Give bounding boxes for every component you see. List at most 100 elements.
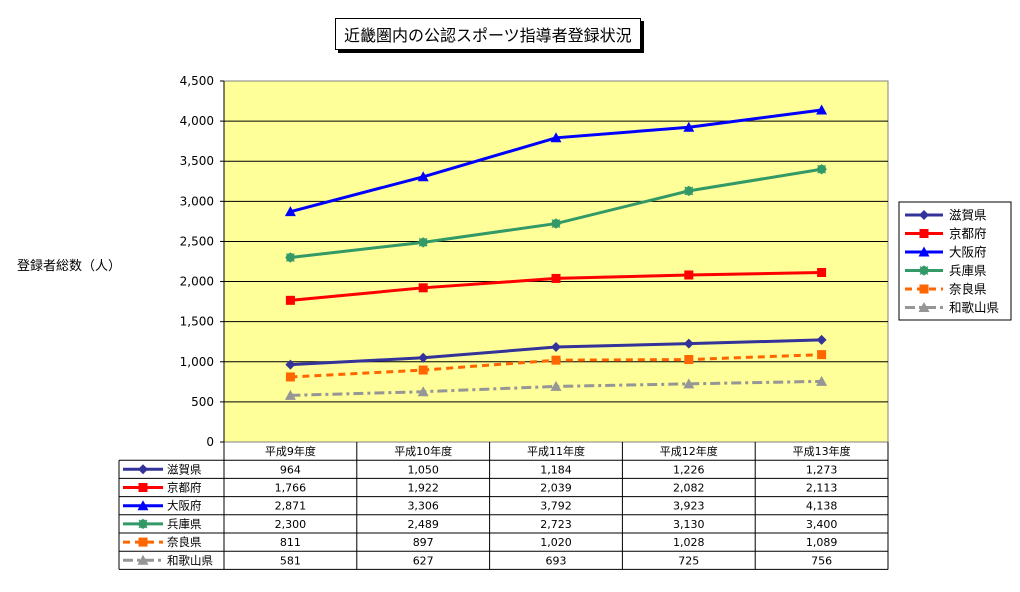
marker-triangle	[816, 375, 828, 386]
x-category-label: 平成12年度	[660, 444, 718, 458]
marker-triangle	[284, 389, 296, 400]
y-tick-label: 4,500	[180, 74, 214, 88]
marker-star-rays	[816, 164, 827, 175]
marker-triangle	[550, 132, 562, 143]
table-cell-value: 964	[280, 463, 301, 476]
marker-star-rays	[285, 252, 296, 263]
x-category-label: 平成10年度	[394, 444, 452, 458]
chart-title: 近畿圏内の公認スポーツ指導者登録状況	[335, 18, 641, 50]
table-cell-value: 1,020	[540, 536, 572, 549]
marker-square	[285, 372, 295, 382]
legend-label: 兵庫県	[949, 263, 987, 278]
marker-square	[551, 355, 561, 365]
legend-label: 京都府	[949, 226, 987, 241]
table-cell-value: 2,300	[275, 518, 307, 531]
y-tick-label: 3,000	[180, 194, 214, 208]
table-cell-value: 1,766	[275, 482, 307, 495]
marker-triangle	[137, 500, 149, 511]
table-cell-value: 1,184	[540, 463, 572, 476]
marker-square	[684, 355, 694, 365]
marker-square	[817, 267, 827, 277]
y-axis-label: 登録者総数（人）	[17, 259, 122, 274]
legend-box	[898, 201, 1012, 321]
y-tick-label: 500	[191, 395, 214, 409]
table-cell-value: 897	[413, 536, 434, 549]
marker-diamond	[919, 210, 929, 220]
marker-square	[919, 284, 929, 294]
marker-square	[551, 273, 561, 283]
y-tick-label: 4,000	[180, 114, 214, 128]
table-cell-value: 1,050	[407, 463, 439, 476]
marker-star-rays	[683, 185, 694, 196]
y-tick-label: 3,500	[180, 154, 214, 168]
marker-triangle	[417, 171, 429, 182]
y-tick-label: 1,000	[180, 355, 214, 369]
marker-square	[138, 537, 148, 547]
marker-diamond	[138, 464, 148, 475]
table-cell-value: 2,489	[407, 518, 439, 531]
marker-diamond	[816, 334, 827, 345]
table-cell-value: 3,400	[806, 518, 838, 531]
table-cell-value: 627	[413, 554, 434, 567]
table-cell-value: 1,226	[673, 463, 705, 476]
legend-label: 奈良県	[949, 282, 987, 297]
table-cell-value: 2,871	[275, 500, 307, 513]
marker-diamond	[285, 359, 296, 370]
table-cell-value: 1,028	[673, 536, 705, 549]
marker-square	[684, 270, 694, 280]
y-tick-label: 2,500	[180, 234, 214, 248]
marker-star-rays	[418, 237, 429, 248]
table-cell-value: 581	[280, 554, 301, 567]
marker-triangle	[816, 104, 828, 115]
table-cell-value: 3,792	[540, 500, 572, 513]
table-series-name: 京都府	[167, 481, 202, 495]
marker-square	[138, 483, 148, 492]
table-cell-value: 4,138	[806, 500, 838, 513]
x-category-label: 平成13年度	[793, 444, 851, 458]
legend-label: 滋賀県	[949, 208, 987, 223]
marker-star-rays	[551, 218, 561, 229]
marker-triangle	[683, 378, 695, 389]
marker-triangle	[284, 206, 296, 217]
marker-square	[919, 229, 929, 238]
marker-square	[285, 295, 295, 305]
marker-square	[418, 283, 428, 293]
y-tick-label: 0	[206, 435, 214, 449]
table-series-name: 大阪府	[167, 499, 202, 513]
table-cell-value: 2,082	[673, 482, 705, 495]
marker-triangle	[550, 380, 562, 391]
marker-star-rays	[138, 518, 148, 529]
x-category-label: 平成11年度	[527, 444, 585, 458]
table-cell-value: 1,089	[806, 536, 838, 549]
table-series-name: 滋賀県	[167, 462, 202, 476]
marker-triangle	[417, 386, 429, 397]
table-cell-value: 2,113	[806, 482, 838, 495]
y-tick-label: 1,500	[180, 315, 214, 329]
table-cell-value: 2,723	[540, 518, 572, 531]
legend-label: 大阪府	[949, 245, 987, 260]
marker-triangle	[918, 302, 930, 312]
x-category-label: 平成9年度	[265, 444, 316, 458]
table-cell-value: 1,273	[806, 463, 838, 476]
table-cell-value: 3,130	[673, 518, 705, 531]
table-series-name: 和歌山県	[167, 553, 213, 567]
marker-triangle	[683, 121, 695, 132]
table-cell-value: 756	[811, 554, 832, 567]
series-line	[290, 379, 822, 397]
marker-diamond	[551, 342, 561, 353]
table-cell-value: 811	[280, 536, 301, 549]
marker-star-rays	[919, 265, 929, 276]
marker-triangle	[137, 554, 149, 565]
table-cell-value: 2,039	[540, 482, 572, 495]
table-cell-value: 693	[546, 554, 567, 567]
table-cell-value: 725	[678, 554, 699, 567]
table-series-name: 奈良県	[167, 535, 202, 549]
y-tick-label: 2,000	[180, 275, 214, 289]
legend-label: 和歌山県	[949, 300, 999, 315]
marker-square	[817, 350, 827, 360]
table-cell-value: 3,923	[673, 500, 705, 513]
marker-triangle	[918, 246, 930, 257]
marker-diamond	[683, 338, 694, 349]
marker-square	[418, 365, 428, 375]
